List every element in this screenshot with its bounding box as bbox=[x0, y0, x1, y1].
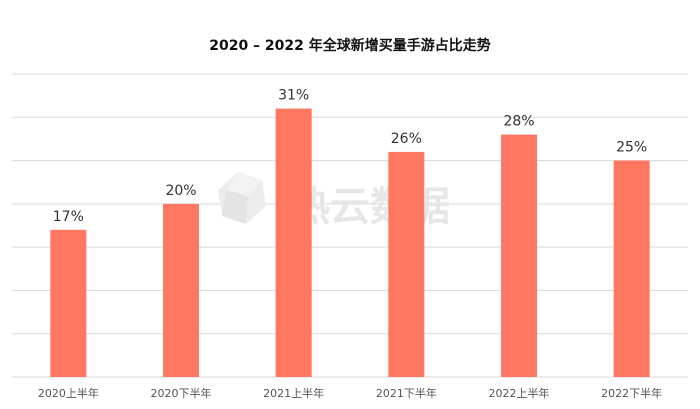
watermark: 热云数据 bbox=[218, 172, 450, 230]
data-label: 28% bbox=[503, 114, 534, 130]
bar bbox=[275, 108, 312, 377]
watermark-logo-icon bbox=[218, 172, 266, 224]
data-label: 26% bbox=[391, 131, 422, 147]
data-label: 17% bbox=[53, 209, 84, 225]
data-labels: 17% 20% 31% 26% 28% 25% bbox=[53, 88, 647, 225]
x-tick-label: 2021下半年 bbox=[376, 386, 437, 400]
data-label: 31% bbox=[278, 88, 309, 104]
bars bbox=[50, 108, 650, 377]
bar bbox=[50, 229, 87, 377]
bar bbox=[163, 203, 199, 377]
chart-title: 2020 – 2022 年全球新增买量手游占比走势 bbox=[209, 37, 491, 54]
x-tick-label: 2020下半年 bbox=[151, 386, 212, 400]
bar bbox=[501, 134, 537, 377]
x-tick-label: 2021上半年 bbox=[263, 386, 324, 400]
bar bbox=[613, 160, 650, 377]
x-axis-tick-labels: 2020上半年 2020下半年 2021上半年 2021下半年 2022上半年 2022下… bbox=[38, 386, 662, 400]
x-tick-label: 2022上半年 bbox=[489, 386, 550, 400]
gridlines bbox=[12, 73, 688, 378]
watermark-text: 热云数据 bbox=[290, 184, 450, 230]
x-tick-label: 2020上半年 bbox=[38, 386, 99, 400]
bar bbox=[388, 151, 425, 377]
x-tick-label: 2022下半年 bbox=[601, 386, 662, 400]
data-label: 25% bbox=[616, 140, 647, 156]
data-label: 20% bbox=[165, 183, 196, 199]
